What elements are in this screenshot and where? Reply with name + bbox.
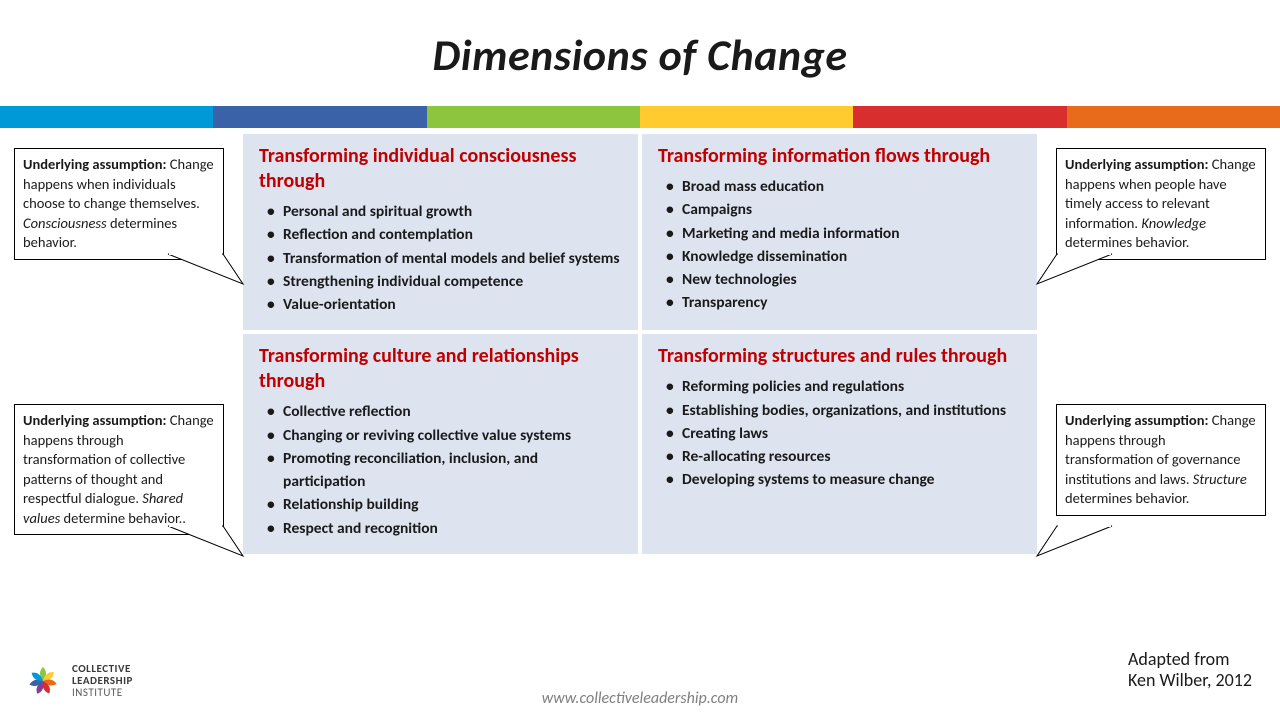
attribution: Adapted from Ken Wilber, 2012 <box>1128 649 1252 692</box>
list-item: Value-orientation <box>263 293 622 316</box>
list-item: Broad mass education <box>662 175 1021 198</box>
callout-tl-emph: Consciousness <box>23 214 107 232</box>
callout-bl-post: determine behavior.. <box>60 509 186 527</box>
logo-line3: INSTITUTE <box>72 687 133 699</box>
list-item: Developing systems to measure change <box>662 468 1021 491</box>
list-item: Transparency <box>662 291 1021 314</box>
quadrant-bl: Transforming culture and relationships t… <box>243 334 638 554</box>
callout-br-pointer <box>1032 526 1112 566</box>
list-item: Creating laws <box>662 422 1021 445</box>
list-item: Respect and recognition <box>263 517 622 540</box>
callout-br-post: determines behavior. <box>1065 489 1189 507</box>
callout-tl-pointer <box>168 254 248 294</box>
list-item: New technologies <box>662 268 1021 291</box>
list-item: Strengthening individual competence <box>263 270 622 293</box>
callout-label: Underlying assumption: <box>1065 155 1209 173</box>
quadrant-bl-heading: Transforming culture and relationships t… <box>259 344 622 394</box>
callout-bl-pointer <box>168 526 248 566</box>
quadrant-tr-list: Broad mass educationCampaignsMarketing a… <box>658 175 1021 315</box>
logo-icon <box>22 660 64 702</box>
quadrant-tl: Transforming individual consciousness th… <box>243 134 638 330</box>
color-seg-5 <box>853 106 1066 128</box>
quadrant-bl-list: Collective reflectionChanging or revivin… <box>259 400 622 540</box>
callout-tr-post: determines behavior. <box>1065 233 1189 251</box>
callout-br: Underlying assumption: Change happens th… <box>1056 404 1266 516</box>
callout-bl: Underlying assumption: Change happens th… <box>14 404 224 535</box>
callout-label: Underlying assumption: <box>1065 411 1209 429</box>
list-item: Knowledge dissemination <box>662 245 1021 268</box>
logo: COLLECTIVE LEADERSHIP INSTITUTE <box>22 660 133 702</box>
attribution-line2: Ken Wilber, 2012 <box>1128 670 1252 692</box>
color-seg-1 <box>0 106 213 128</box>
quadrant-grid: Transforming individual consciousness th… <box>243 134 1037 554</box>
quadrant-br-heading: Transforming structures and rules throug… <box>658 344 1021 369</box>
list-item: Collective reflection <box>263 400 622 423</box>
callout-tr-emph: Knowledge <box>1141 214 1206 232</box>
color-seg-6 <box>1067 106 1280 128</box>
callout-label: Underlying assumption: <box>23 155 167 173</box>
callout-tr: Underlying assumption: Change happens wh… <box>1056 148 1266 260</box>
list-item: Reflection and contemplation <box>263 223 622 246</box>
list-item: Transformation of mental models and beli… <box>263 247 622 270</box>
footer-url: www.collectiveleadership.com <box>542 689 738 708</box>
quadrant-tr-heading: Transforming information flows through <box>658 144 1021 169</box>
list-item: Marketing and media information <box>662 222 1021 245</box>
callout-label: Underlying assumption: <box>23 411 167 429</box>
list-item: Re-allocating resources <box>662 445 1021 468</box>
list-item: Personal and spiritual growth <box>263 200 622 223</box>
list-item: Establishing bodies, organizations, and … <box>662 399 1021 422</box>
callout-tl: Underlying assumption: Change happens wh… <box>14 148 224 260</box>
list-item: Promoting reconciliation, inclusion, and… <box>263 447 622 494</box>
logo-text: COLLECTIVE LEADERSHIP INSTITUTE <box>72 663 133 699</box>
color-seg-4 <box>640 106 853 128</box>
list-item: Campaigns <box>662 198 1021 221</box>
color-seg-2 <box>213 106 426 128</box>
quadrant-br-list: Reforming policies and regulationsEstabl… <box>658 375 1021 491</box>
quadrant-tl-heading: Transforming individual consciousness th… <box>259 144 622 194</box>
list-item: Reforming policies and regulations <box>662 375 1021 398</box>
callout-tr-pointer <box>1032 254 1112 294</box>
quadrant-br: Transforming structures and rules throug… <box>642 334 1037 554</box>
quadrant-tr: Transforming information flows through B… <box>642 134 1037 330</box>
callout-br-emph: Structure <box>1193 470 1247 488</box>
color-bar <box>0 106 1280 128</box>
list-item: Relationship building <box>263 493 622 516</box>
attribution-line1: Adapted from <box>1128 649 1252 671</box>
list-item: Changing or reviving collective value sy… <box>263 424 622 447</box>
quadrant-tl-list: Personal and spiritual growthReflection … <box>259 200 622 316</box>
page-title: Dimensions of Change <box>0 0 1280 82</box>
color-seg-3 <box>427 106 640 128</box>
